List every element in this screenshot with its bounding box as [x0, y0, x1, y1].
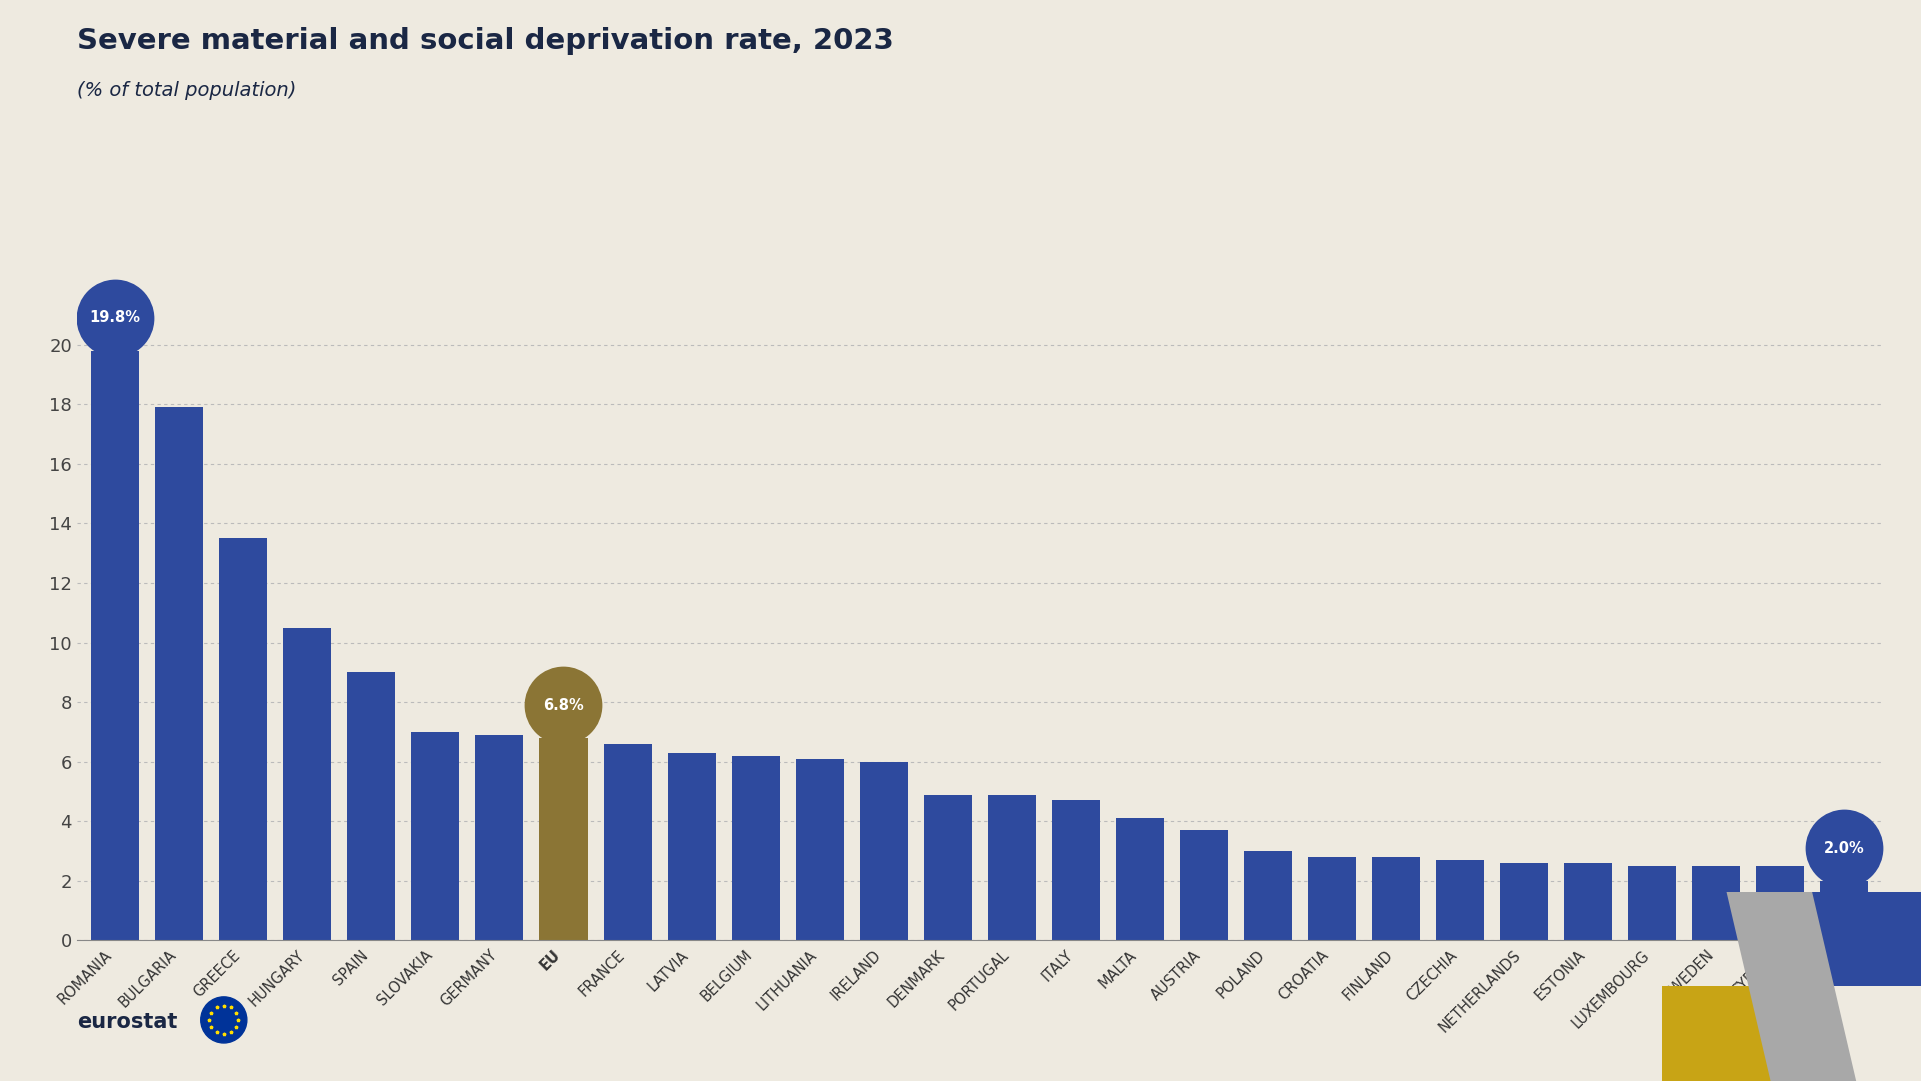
- Bar: [411, 732, 459, 940]
- Bar: [795, 759, 843, 940]
- Text: Severe material and social deprivation rate, 2023: Severe material and social deprivation r…: [77, 27, 893, 55]
- Text: 19.8%: 19.8%: [90, 310, 140, 325]
- Bar: [1500, 863, 1548, 940]
- Bar: [732, 756, 780, 940]
- Bar: [540, 738, 588, 940]
- Bar: [219, 538, 267, 940]
- Text: eurostat: eurostat: [77, 1012, 177, 1031]
- Bar: [1116, 818, 1164, 940]
- Polygon shape: [1771, 892, 1921, 986]
- Bar: [476, 735, 523, 940]
- Bar: [859, 762, 907, 940]
- Polygon shape: [1727, 892, 1856, 1081]
- Bar: [1821, 881, 1867, 940]
- Bar: [924, 795, 972, 940]
- Bar: [1372, 857, 1420, 940]
- Bar: [1692, 866, 1740, 940]
- Circle shape: [200, 997, 246, 1043]
- Bar: [1053, 800, 1099, 940]
- Bar: [987, 795, 1035, 940]
- Polygon shape: [1662, 986, 1812, 1081]
- Text: 6.8%: 6.8%: [544, 697, 584, 712]
- Bar: [284, 628, 330, 940]
- Bar: [1308, 857, 1356, 940]
- Bar: [1627, 866, 1675, 940]
- Bar: [1435, 860, 1485, 940]
- Text: (% of total population): (% of total population): [77, 81, 296, 101]
- Bar: [1179, 830, 1228, 940]
- Bar: [1564, 863, 1612, 940]
- Bar: [1756, 866, 1804, 940]
- Bar: [156, 408, 204, 940]
- Text: 2.0%: 2.0%: [1823, 841, 1865, 856]
- Bar: [669, 752, 715, 940]
- Bar: [603, 744, 651, 940]
- Bar: [1245, 851, 1291, 940]
- Bar: [90, 350, 138, 940]
- Bar: [348, 672, 396, 940]
